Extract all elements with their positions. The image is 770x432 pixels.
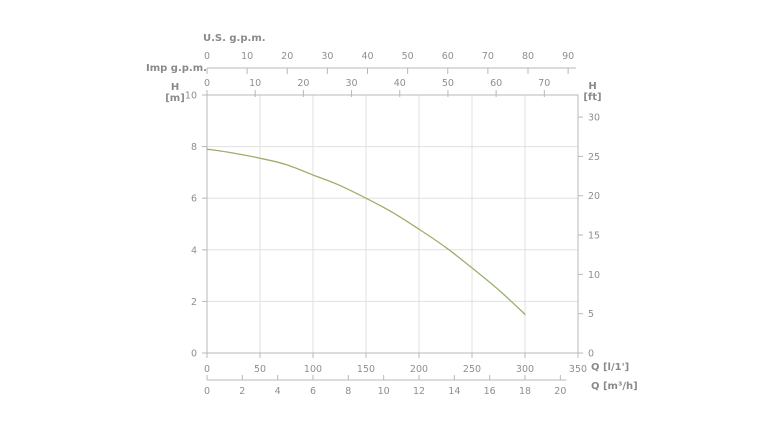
q-m3h-tick-label: 10 xyxy=(378,386,390,397)
h-m-tick-label: 2 xyxy=(191,297,197,308)
q-lpm-tick-label: 100 xyxy=(304,364,322,375)
flow-axis-title-m3h: Q [m³/h] xyxy=(591,381,638,392)
imp-gpm-tick-label: 0 xyxy=(204,78,210,89)
q-m3h-tick-label: 8 xyxy=(345,386,351,397)
imp-gpm-tick-label: 20 xyxy=(297,78,309,89)
h-ft-tick-label: 0 xyxy=(588,349,594,360)
us-gpm-tick-label: 30 xyxy=(321,51,333,62)
q-m3h-tick-label: 18 xyxy=(519,386,531,397)
q-lpm-tick-label: 200 xyxy=(410,364,428,375)
us-gpm-tick-label: 80 xyxy=(522,51,534,62)
q-m3h-tick-label: 6 xyxy=(310,386,316,397)
head-unit-right: [ft] xyxy=(583,92,602,103)
h-ft-tick-label: 25 xyxy=(588,152,600,163)
plot-border xyxy=(206,94,579,354)
imp-gpm-tick-label: 50 xyxy=(442,78,454,89)
h-m-tick-label: 4 xyxy=(191,245,197,256)
imp-gpm-tick-label: 30 xyxy=(346,78,358,89)
q-lpm-tick-label: 150 xyxy=(357,364,375,375)
q-m3h-tick-label: 16 xyxy=(484,386,496,397)
q-m3h-tick-label: 12 xyxy=(413,386,425,397)
h-m-tick-label: 6 xyxy=(191,194,197,205)
us-gpm-tick-label: 40 xyxy=(361,51,373,62)
q-lpm-tick-label: 0 xyxy=(204,364,210,375)
imp-gpm-tick-label: 70 xyxy=(538,78,550,89)
head-symbol-right: H xyxy=(588,81,597,92)
head-axis-title-metric: H [m] xyxy=(160,82,190,104)
head-axis-title-imperial: H [ft] xyxy=(580,81,605,103)
h-ft-tick-label: 5 xyxy=(588,309,594,320)
h-ft-tick-label: 15 xyxy=(588,231,600,242)
imp-gpm-tick-label: 60 xyxy=(490,78,502,89)
q-m3h-tick-label: 14 xyxy=(448,386,460,397)
q-lpm-tick-label: 350 xyxy=(569,364,587,375)
head-unit-left: [m] xyxy=(165,93,185,104)
us-gpm-tick-label: 10 xyxy=(241,51,253,62)
imp-gpm-tick-label: 40 xyxy=(394,78,406,89)
head-symbol-left: H xyxy=(170,82,180,93)
h-ft-tick-label: 30 xyxy=(588,113,600,124)
imp-gpm-axis-title: Imp g.p.m. xyxy=(146,63,207,74)
h-m-tick-label: 8 xyxy=(191,142,197,153)
q-m3h-tick-label: 0 xyxy=(204,386,210,397)
us-gpm-tick-label: 90 xyxy=(562,51,574,62)
q-lpm-tick-label: 50 xyxy=(254,364,266,375)
us-gpm-tick-label: 50 xyxy=(402,51,414,62)
h-m-tick-label: 0 xyxy=(191,349,197,360)
us-gpm-tick-label: 0 xyxy=(204,51,210,62)
h-ft-tick-label: 20 xyxy=(588,191,600,202)
q-m3h-tick-label: 4 xyxy=(275,386,281,397)
pump-curve xyxy=(206,148,526,315)
h-m-tick-label: 10 xyxy=(185,91,197,102)
h-ft-tick-label: 10 xyxy=(588,270,600,281)
us-gpm-axis-title: U.S. g.p.m. xyxy=(203,33,266,44)
us-gpm-tick-label: 60 xyxy=(442,51,454,62)
q-lpm-tick-label: 300 xyxy=(516,364,534,375)
imp-gpm-tick-label: 10 xyxy=(249,78,261,89)
q-m3h-tick-label: 20 xyxy=(554,386,566,397)
flow-axis-title-lpm: Q [l/1'] xyxy=(591,362,630,373)
us-gpm-tick-label: 70 xyxy=(482,51,494,62)
us-gpm-tick-label: 20 xyxy=(281,51,293,62)
q-m3h-tick-label: 2 xyxy=(239,386,245,397)
q-lpm-tick-label: 250 xyxy=(463,364,481,375)
